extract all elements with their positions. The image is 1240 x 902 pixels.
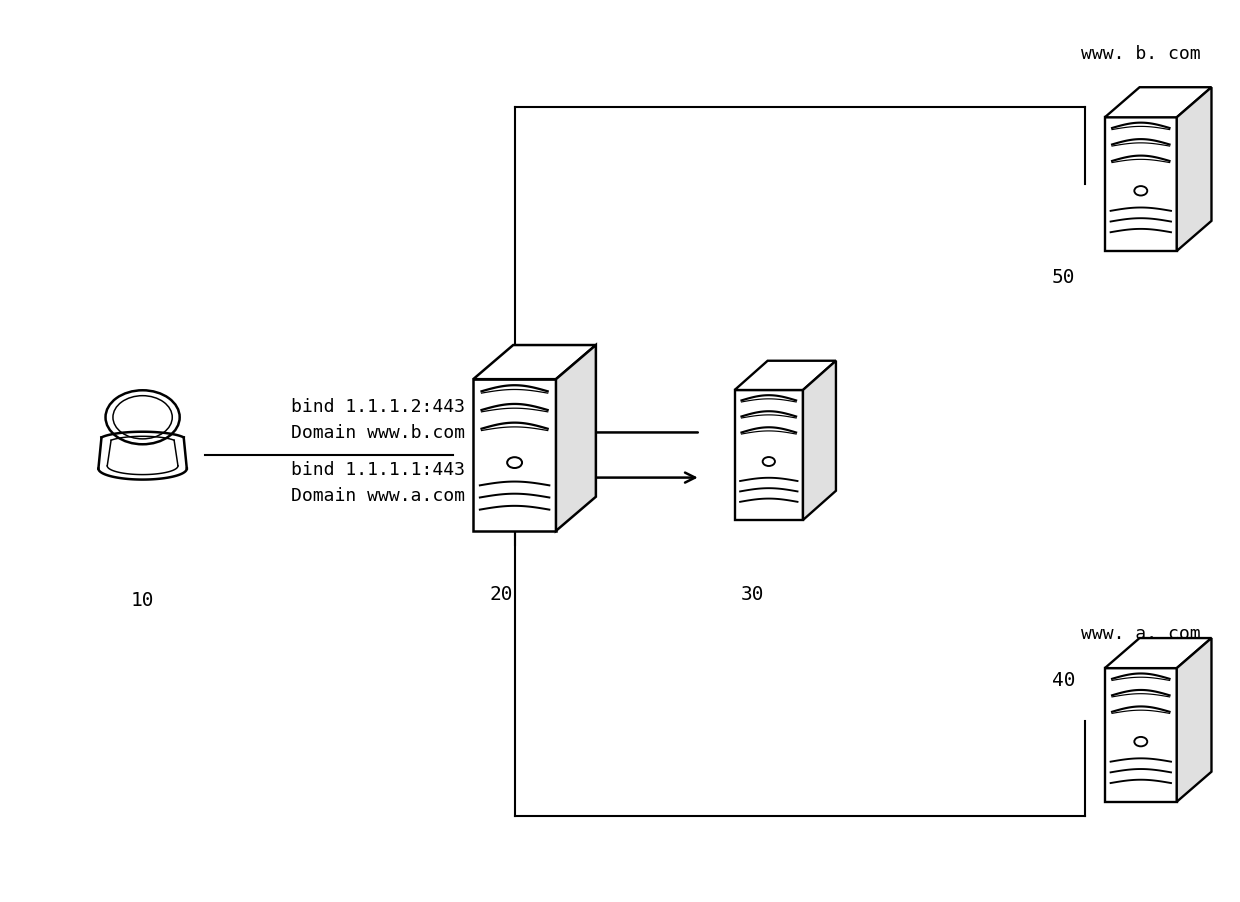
Text: 30: 30 — [740, 584, 764, 603]
Polygon shape — [1105, 668, 1177, 802]
Polygon shape — [734, 391, 804, 520]
Polygon shape — [1177, 639, 1211, 802]
Text: bind 1.1.1.1:443
Domain www.a.com: bind 1.1.1.1:443 Domain www.a.com — [291, 460, 465, 505]
Text: bind 1.1.1.2:443
Domain www.b.com: bind 1.1.1.2:443 Domain www.b.com — [291, 397, 465, 442]
Polygon shape — [474, 345, 596, 380]
Text: 20: 20 — [490, 584, 513, 603]
Text: 10: 10 — [131, 591, 154, 610]
Polygon shape — [1177, 88, 1211, 252]
Text: 40: 40 — [1052, 670, 1075, 689]
Polygon shape — [1105, 88, 1211, 118]
Text: www. a. com: www. a. com — [1081, 624, 1200, 642]
Polygon shape — [474, 380, 556, 531]
Polygon shape — [804, 362, 836, 520]
Polygon shape — [734, 362, 836, 391]
Text: www. b. com: www. b. com — [1081, 45, 1200, 63]
Polygon shape — [1105, 118, 1177, 252]
Text: 50: 50 — [1052, 268, 1075, 287]
Polygon shape — [556, 345, 596, 531]
Polygon shape — [1105, 639, 1211, 668]
